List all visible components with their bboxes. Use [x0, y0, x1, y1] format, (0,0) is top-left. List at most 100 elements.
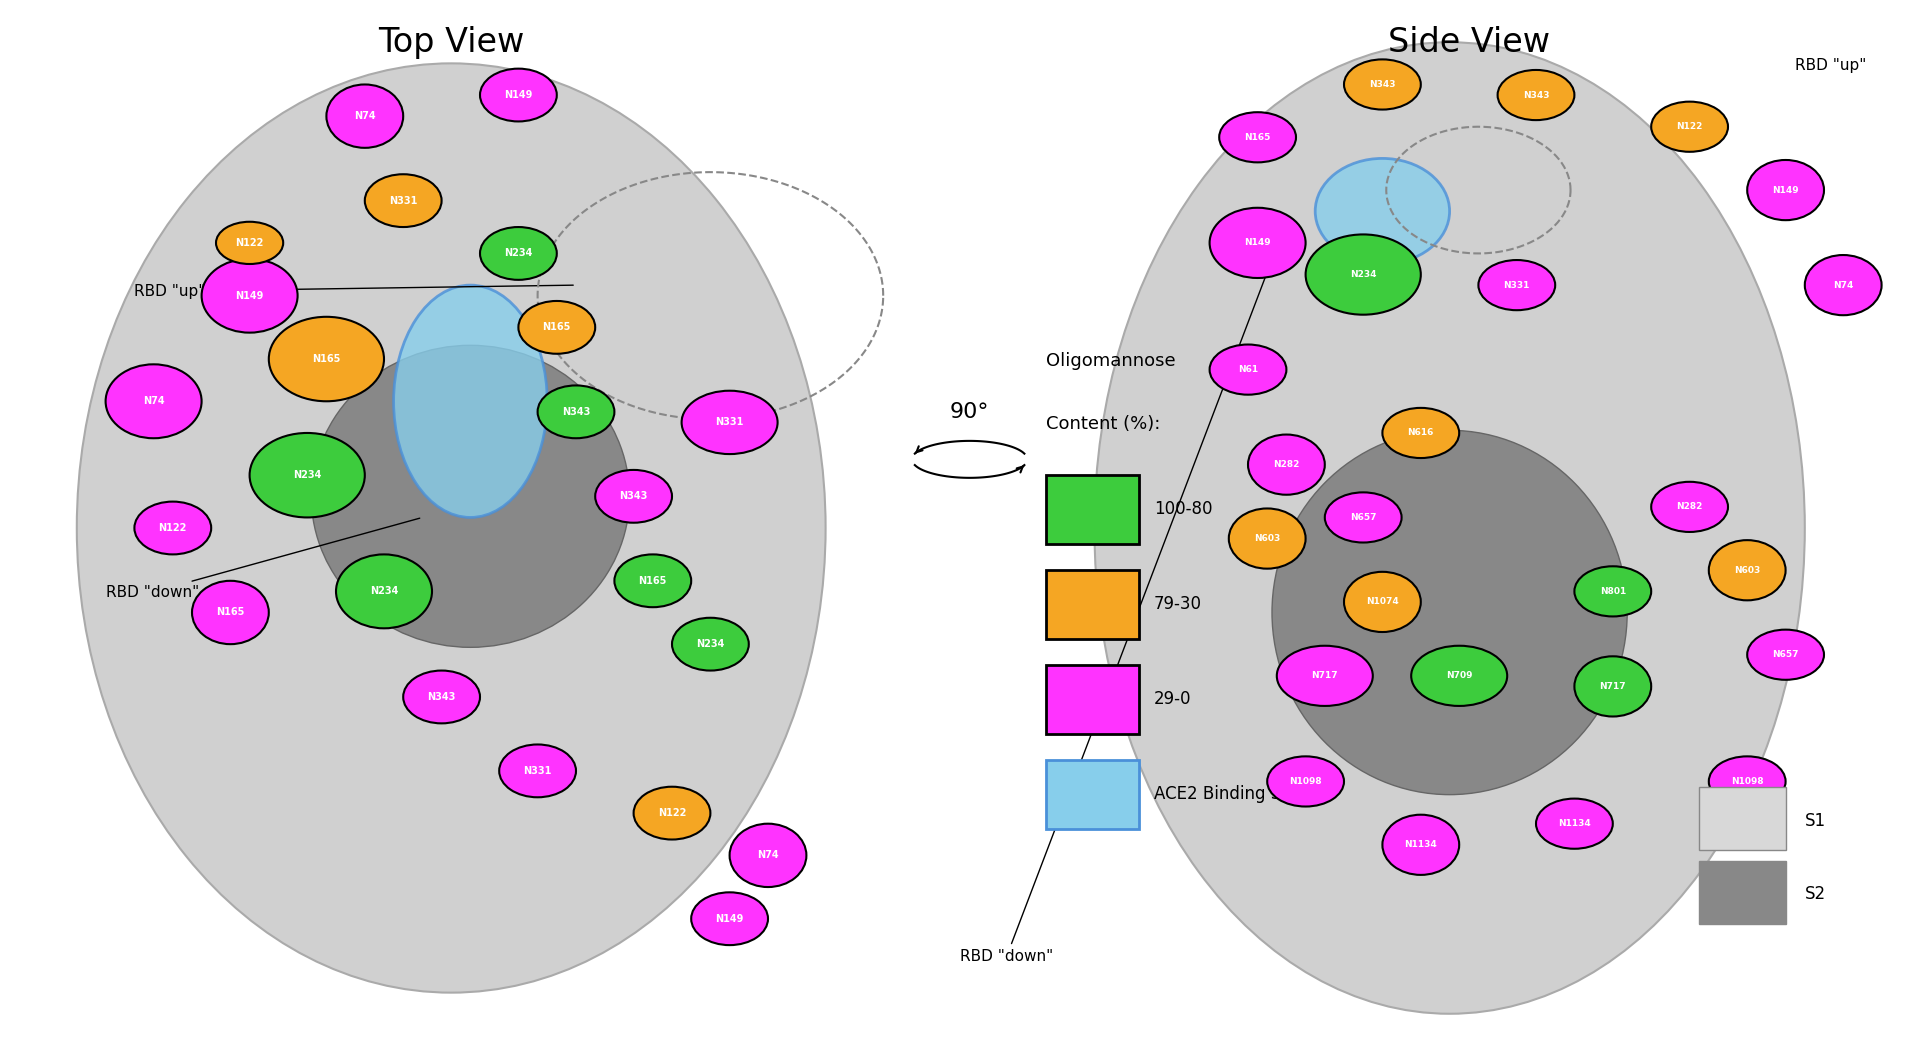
Ellipse shape — [672, 618, 749, 671]
Text: 29-0: 29-0 — [1154, 690, 1192, 709]
Text: S1: S1 — [1805, 811, 1826, 830]
Text: N1098: N1098 — [1290, 777, 1321, 786]
Text: N234: N234 — [1350, 270, 1377, 279]
Ellipse shape — [1747, 159, 1824, 221]
Text: N801: N801 — [1599, 587, 1626, 596]
Text: N61: N61 — [1238, 365, 1258, 374]
Ellipse shape — [311, 345, 630, 647]
Text: N74: N74 — [1834, 281, 1853, 289]
Ellipse shape — [614, 554, 691, 607]
Text: RBD "down": RBD "down" — [960, 224, 1284, 964]
Text: Content (%):: Content (%): — [1046, 415, 1162, 433]
Ellipse shape — [1411, 646, 1507, 706]
Ellipse shape — [1498, 70, 1574, 120]
Text: N234: N234 — [697, 639, 724, 649]
Ellipse shape — [1325, 492, 1402, 543]
Ellipse shape — [192, 581, 269, 644]
Ellipse shape — [538, 385, 614, 438]
Ellipse shape — [1709, 756, 1786, 807]
Ellipse shape — [1229, 509, 1306, 568]
Ellipse shape — [1478, 260, 1555, 310]
Text: N657: N657 — [1772, 650, 1799, 659]
Text: N282: N282 — [1676, 503, 1703, 511]
Ellipse shape — [217, 222, 284, 264]
Ellipse shape — [1219, 112, 1296, 163]
FancyBboxPatch shape — [1699, 861, 1786, 924]
Text: N603: N603 — [1734, 566, 1761, 574]
Text: N343: N343 — [1369, 80, 1396, 89]
Ellipse shape — [1248, 435, 1325, 494]
Text: N343: N343 — [620, 491, 647, 502]
Text: N149: N149 — [505, 90, 532, 100]
Ellipse shape — [106, 364, 202, 438]
Text: N603: N603 — [1254, 534, 1281, 543]
Text: N1134: N1134 — [1557, 819, 1592, 828]
Ellipse shape — [1747, 629, 1824, 680]
Ellipse shape — [1344, 59, 1421, 110]
Ellipse shape — [77, 63, 826, 993]
Text: N234: N234 — [505, 248, 532, 259]
Ellipse shape — [1094, 42, 1805, 1014]
Text: Top View: Top View — [378, 26, 524, 59]
Text: 100-80: 100-80 — [1154, 499, 1212, 518]
Text: N165: N165 — [543, 322, 570, 333]
Ellipse shape — [365, 174, 442, 227]
Text: N709: N709 — [1446, 672, 1473, 680]
Text: N122: N122 — [159, 523, 186, 533]
Text: N331: N331 — [524, 766, 551, 776]
Text: N282: N282 — [1273, 460, 1300, 469]
Text: 90°: 90° — [950, 402, 989, 421]
Ellipse shape — [691, 892, 768, 945]
Ellipse shape — [480, 69, 557, 121]
Text: N234: N234 — [294, 470, 321, 480]
Text: RBD "down": RBD "down" — [106, 518, 420, 600]
Text: N74: N74 — [756, 850, 780, 861]
Ellipse shape — [394, 285, 547, 517]
Text: N657: N657 — [1350, 513, 1377, 522]
Text: N1074: N1074 — [1365, 598, 1400, 606]
Text: N149: N149 — [236, 290, 263, 301]
Ellipse shape — [1210, 208, 1306, 278]
Text: N717: N717 — [1311, 672, 1338, 680]
FancyBboxPatch shape — [1046, 665, 1139, 734]
Text: N149: N149 — [1772, 186, 1799, 194]
Ellipse shape — [1382, 408, 1459, 458]
Ellipse shape — [1210, 344, 1286, 395]
Text: N122: N122 — [659, 808, 685, 818]
Ellipse shape — [336, 554, 432, 628]
Ellipse shape — [1306, 234, 1421, 315]
Text: N74: N74 — [142, 396, 165, 407]
Ellipse shape — [1344, 572, 1421, 631]
Text: RBD "up": RBD "up" — [134, 284, 574, 299]
Text: ACE2 Binding Site: ACE2 Binding Site — [1154, 785, 1302, 804]
Ellipse shape — [1536, 798, 1613, 849]
FancyBboxPatch shape — [1699, 787, 1786, 850]
Ellipse shape — [595, 470, 672, 523]
Text: N165: N165 — [313, 354, 340, 364]
Text: N1098: N1098 — [1732, 777, 1763, 786]
Ellipse shape — [269, 317, 384, 401]
Text: N1134: N1134 — [1404, 841, 1438, 849]
Text: RBD "up": RBD "up" — [1795, 58, 1866, 73]
Text: N165: N165 — [639, 576, 666, 586]
Ellipse shape — [480, 227, 557, 280]
Text: N331: N331 — [1503, 281, 1530, 289]
Text: N74: N74 — [353, 111, 376, 121]
Text: N331: N331 — [390, 195, 417, 206]
Text: N343: N343 — [563, 407, 589, 417]
Ellipse shape — [1805, 254, 1882, 315]
Ellipse shape — [202, 259, 298, 333]
Ellipse shape — [1651, 482, 1728, 532]
Ellipse shape — [730, 824, 806, 887]
Ellipse shape — [634, 787, 710, 840]
FancyBboxPatch shape — [1046, 760, 1139, 829]
Ellipse shape — [518, 301, 595, 354]
Ellipse shape — [1382, 815, 1459, 874]
Text: N616: N616 — [1407, 429, 1434, 437]
Ellipse shape — [1651, 101, 1728, 152]
Ellipse shape — [499, 744, 576, 797]
Text: N234: N234 — [371, 586, 397, 597]
Ellipse shape — [1574, 656, 1651, 717]
Ellipse shape — [403, 671, 480, 723]
Ellipse shape — [1271, 431, 1626, 795]
